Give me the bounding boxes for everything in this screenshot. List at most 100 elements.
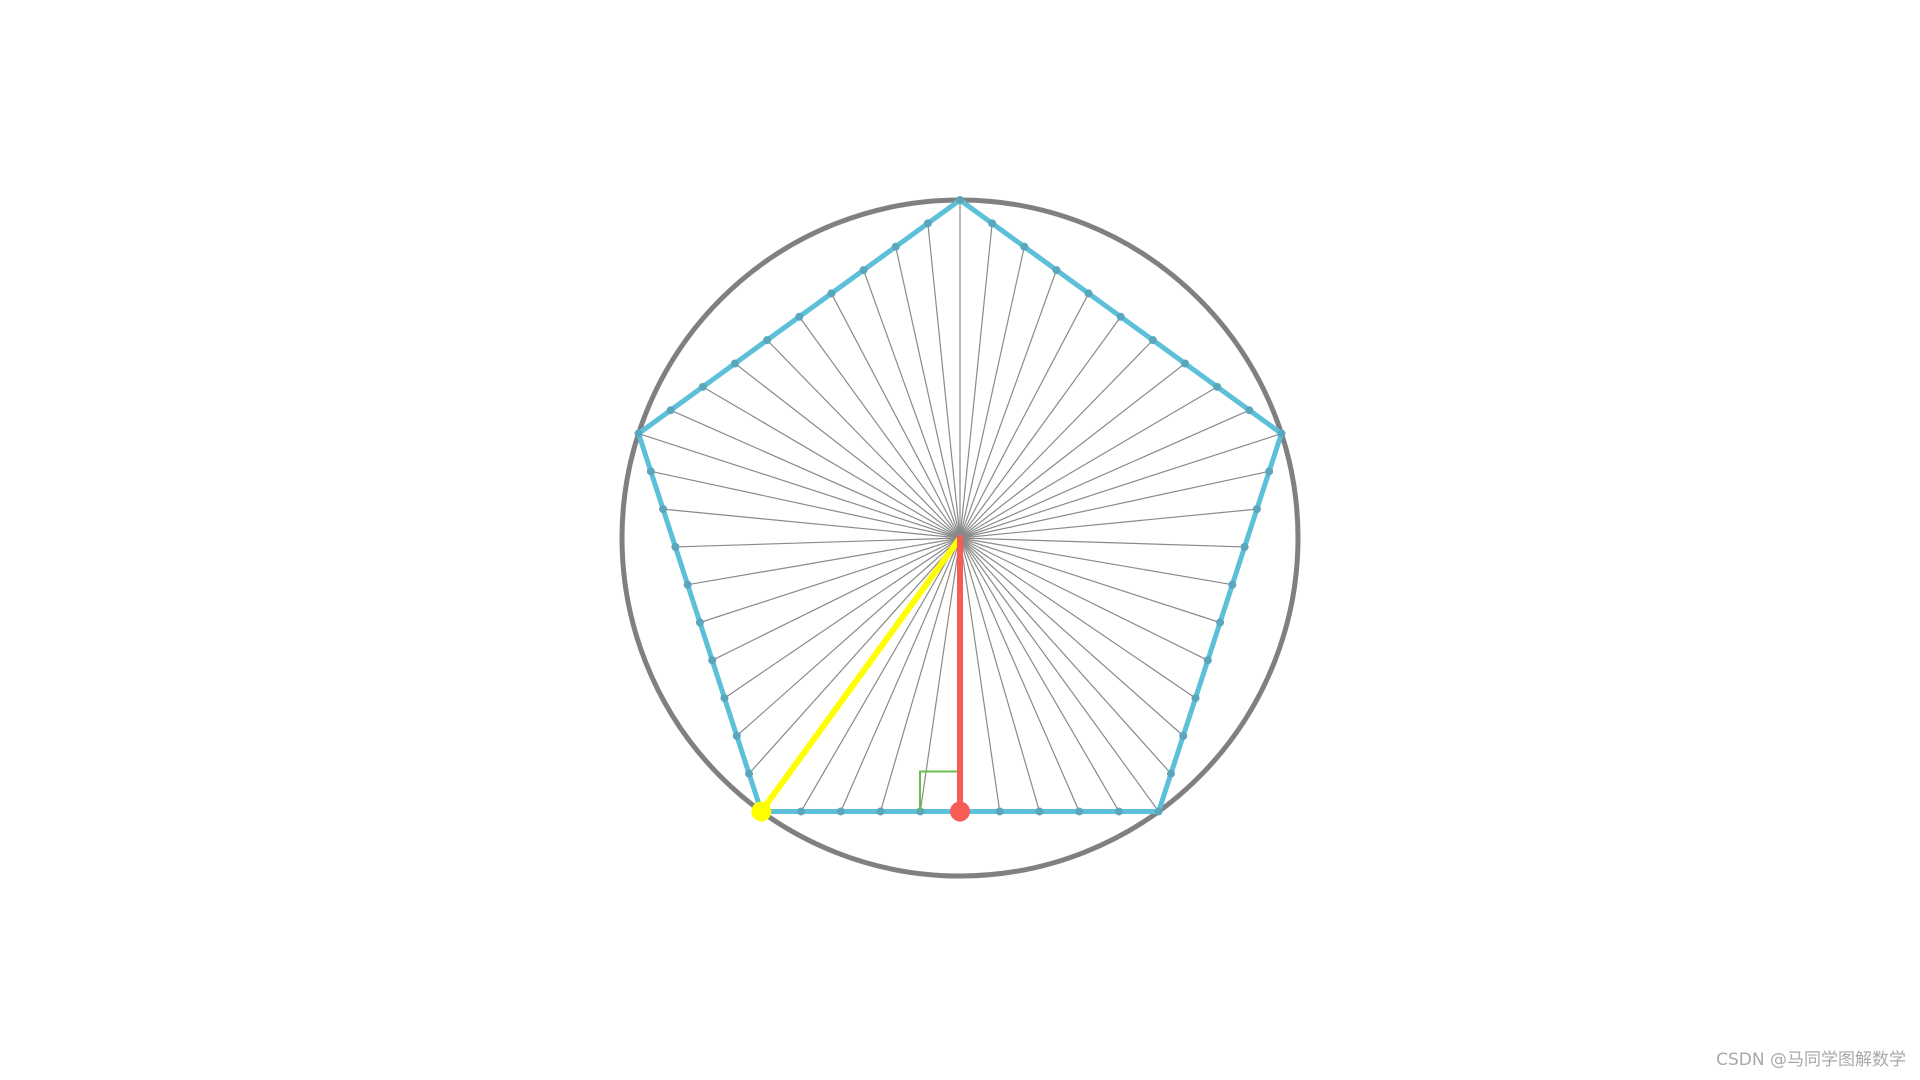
spoke-line — [798, 316, 961, 539]
spoke-line — [711, 537, 961, 661]
division-point — [1166, 769, 1175, 778]
spoke-line — [959, 316, 1122, 539]
spoke-line — [638, 432, 961, 539]
division-point — [1265, 467, 1274, 476]
division-point — [732, 731, 741, 740]
division-point — [1213, 382, 1222, 391]
division-point — [1084, 289, 1093, 298]
spoke-line — [959, 537, 1120, 812]
spoke-line — [895, 246, 961, 539]
spoke-line — [663, 508, 961, 539]
division-point — [1181, 359, 1190, 368]
spoke-line — [699, 537, 961, 624]
division-point — [995, 807, 1004, 816]
division-point — [797, 807, 806, 816]
spoke-line — [959, 537, 1041, 812]
division-point — [1148, 336, 1157, 345]
division-point — [698, 382, 707, 391]
division-point — [666, 406, 675, 415]
spoke-line — [840, 537, 961, 812]
division-point — [1179, 731, 1188, 740]
spoke-line — [959, 537, 1233, 586]
spoke-line — [927, 223, 961, 539]
division-point — [1240, 542, 1249, 551]
spoke-line — [736, 537, 961, 737]
division-point — [720, 694, 729, 703]
spoke-line — [830, 293, 961, 539]
division-point — [1216, 618, 1225, 627]
division-point — [836, 807, 845, 816]
division-point — [1116, 312, 1125, 321]
spoke-line — [724, 537, 961, 699]
division-point — [1277, 429, 1286, 438]
division-point — [1075, 807, 1084, 816]
division-point — [795, 312, 804, 321]
spoke-line — [670, 409, 961, 539]
spoke-line — [959, 508, 1257, 539]
division-point — [827, 289, 836, 298]
spoke-line — [959, 386, 1218, 539]
division-point — [1191, 694, 1200, 703]
spoke-line — [959, 537, 1245, 548]
division-point — [1228, 580, 1237, 589]
division-point — [695, 618, 704, 627]
spoke-line — [702, 386, 961, 539]
spoke-line — [862, 269, 961, 539]
division-point — [956, 196, 964, 204]
watermark: CSDN @马同学图解数学 — [1716, 1050, 1906, 1070]
division-point — [659, 505, 668, 514]
division-point — [1020, 242, 1029, 251]
division-point — [745, 769, 754, 778]
division-point — [683, 580, 692, 589]
spoke-line — [650, 470, 961, 539]
division-point — [671, 542, 680, 551]
spoke-line — [959, 537, 1080, 812]
spoke-line — [959, 537, 1209, 661]
spoke-line — [748, 537, 961, 775]
spoke-line — [766, 339, 961, 539]
spoke-line — [959, 223, 993, 539]
spoke-line — [959, 537, 1001, 812]
right-angle-marker — [919, 770, 960, 812]
apothem-foot-point — [950, 801, 970, 822]
division-point — [859, 266, 868, 275]
spoke-line — [959, 293, 1090, 539]
spoke-line — [959, 537, 1172, 775]
division-point — [891, 242, 900, 251]
division-point — [763, 336, 772, 345]
division-point — [730, 359, 739, 368]
division-point — [708, 656, 717, 665]
spoke-line — [959, 537, 1184, 737]
division-point — [1052, 266, 1061, 275]
spoke-line — [879, 537, 961, 812]
spoke-line — [959, 537, 1196, 699]
division-point — [1154, 807, 1163, 816]
division-point — [1252, 505, 1261, 514]
spoke-line — [959, 537, 1160, 812]
spoke-line — [959, 339, 1154, 539]
spoke-line — [959, 470, 1270, 539]
spoke-line — [959, 246, 1025, 539]
division-point — [634, 429, 643, 438]
spoke-line — [919, 537, 961, 812]
spoke-line — [959, 269, 1058, 539]
division-point — [923, 219, 932, 228]
spoke-line — [959, 432, 1282, 539]
circumradius-line — [758, 535, 963, 815]
spoke-line — [734, 363, 961, 539]
division-point — [1035, 807, 1044, 816]
spoke-line — [959, 409, 1250, 539]
division-point — [988, 219, 997, 228]
spoke-line — [959, 363, 1186, 539]
spokes-group — [638, 200, 1282, 812]
division-point — [646, 467, 655, 476]
spoke-line — [800, 537, 961, 812]
division-point — [1245, 406, 1254, 415]
circumradius-endpoint — [751, 801, 772, 822]
spoke-line — [959, 537, 1221, 624]
spoke-line — [675, 537, 961, 548]
division-point — [876, 807, 885, 816]
division-point — [1114, 807, 1123, 816]
